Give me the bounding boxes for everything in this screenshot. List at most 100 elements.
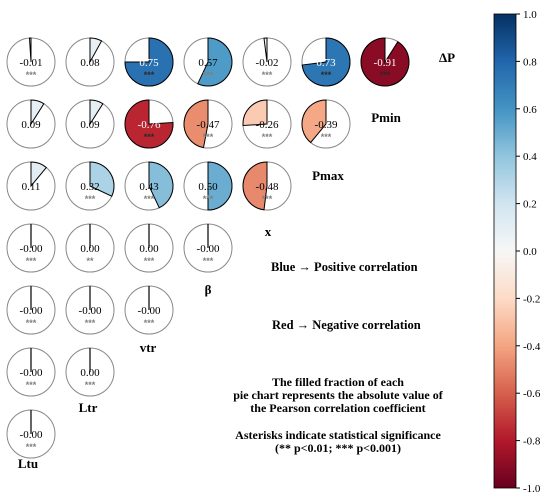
pie-cell: -0.00*** (6, 223, 56, 273)
pie-value-label: -0.76 (138, 119, 161, 131)
variable-label: x (265, 224, 272, 239)
colorbar-tick-label: 0.8 (523, 56, 537, 68)
note-line-5: (** p<0.01; *** p<0.001) (275, 441, 401, 455)
pie-cell: 0.57*** (183, 37, 233, 87)
colorbar: 1.0 0.8 0.6 0.4 0.2 0.0 -0.2 -0.4 -0.6 -0.8 -1.0 (493, 9, 541, 495)
note-line-4: Asterisks indicate statistical significa… (235, 428, 441, 442)
colorbar-tick-label: -0.4 (523, 341, 541, 353)
pie-cell: 0.00*** (124, 223, 174, 273)
pie-cell: -0.91*** (360, 37, 410, 87)
pie-value-label: 0.08 (80, 57, 100, 69)
pie-slice (207, 161, 233, 211)
significance-stars: *** (380, 70, 391, 80)
variable-label: Ltr (79, 400, 98, 415)
pie-cell: -0.39*** (301, 99, 351, 149)
pie-slice (89, 99, 104, 126)
pie-cell: 0.32*** (65, 161, 115, 211)
significance-stars: ** (86, 256, 94, 266)
pie-value-label: -0.39 (315, 119, 338, 131)
colorbar-tick-label: 0.2 (523, 199, 537, 211)
pie-cell: 0.50*** (183, 161, 233, 211)
significance-stars: *** (203, 70, 214, 80)
pie-value-label: 0.00 (80, 243, 100, 255)
pie-slice (197, 37, 233, 87)
pie-value-label: 0.09 (80, 119, 100, 131)
colorbar-tick-label: -0.2 (523, 293, 540, 305)
pie-value-label: 0.00 (80, 367, 100, 379)
pie-slice (360, 37, 410, 87)
significance-stars: *** (26, 70, 37, 80)
pie-cell: 0.09 (65, 99, 115, 149)
pie-cell: 0.43*** (124, 161, 174, 211)
pie-value-label: 0.09 (21, 119, 41, 131)
colorbar-tick-label: -1.0 (523, 483, 541, 495)
pie-cell: 0.09 (6, 99, 56, 149)
significance-stars: *** (144, 318, 155, 328)
significance-stars: *** (203, 194, 214, 204)
pie-cell: -0.00*** (6, 285, 56, 335)
pie-cell: 0.00** (65, 223, 115, 273)
pie-cell: -0.01*** (6, 37, 56, 87)
note-line-2: pie chart represents the absolute value … (233, 388, 444, 402)
significance-stars: *** (85, 194, 96, 204)
pie-cell: -0.00*** (124, 285, 174, 335)
pie-value-label: -0.02 (256, 57, 279, 69)
significance-stars: *** (26, 380, 37, 390)
significance-stars: *** (26, 318, 37, 328)
significance-stars: *** (321, 132, 332, 142)
pie-grid: -0.01***0.08 0.75***0.57***-0.02***0.73**… (6, 37, 410, 459)
pie-value-label: -0.00 (20, 305, 43, 317)
pie-slice (183, 99, 209, 149)
pie-value-label: -0.26 (256, 119, 279, 131)
pie-slice (30, 99, 45, 126)
pie-cell: 0.08 (65, 37, 115, 87)
significance-stars: *** (203, 132, 214, 142)
pie-slice (89, 37, 103, 63)
pie-value-label: -0.00 (20, 367, 43, 379)
pie-value-label: -0.91 (374, 57, 397, 69)
pie-slice (30, 161, 48, 188)
pie-cell: 0.00*** (65, 347, 115, 397)
colorbar-ticks: 1.0 0.8 0.6 0.4 0.2 0.0 -0.2 -0.4 -0.6 -0.8 -1.0 (516, 9, 541, 495)
significance-stars: *** (144, 70, 155, 80)
colorbar-scale (493, 13, 517, 489)
variable-label: Pmax (312, 168, 344, 183)
pie-cell: -0.00*** (65, 285, 115, 335)
pie-cell: -0.00*** (183, 223, 233, 273)
pie-value-label: -0.48 (256, 181, 279, 193)
pie-value-label: -0.00 (138, 305, 161, 317)
pie-value-label: -0.00 (197, 243, 220, 255)
pie-cell: 0.75*** (124, 37, 174, 87)
pie-value-label: 0.73 (316, 57, 336, 69)
pie-value-label: -0.00 (79, 305, 102, 317)
legend-negative: Red → Negative correlation (272, 318, 421, 332)
pie-value-label: 0.32 (80, 181, 99, 193)
note-line-1: The filled fraction of each (272, 375, 404, 389)
variable-label: Ltu (18, 456, 38, 471)
pie-slice (301, 37, 351, 87)
pie-slice (28, 37, 32, 63)
pie-cell: -0.02*** (242, 37, 292, 87)
colorbar-tick-label: 0.0 (523, 246, 537, 258)
pie-slice (89, 161, 115, 197)
pie-value-label: -0.00 (20, 243, 43, 255)
colorbar-tick-label: 0.6 (523, 104, 537, 116)
pie-value-label: 0.75 (139, 57, 159, 69)
significance-stars: *** (262, 132, 273, 142)
colorbar-tick-label: -0.8 (523, 436, 541, 448)
pie-value-label: -0.00 (20, 429, 43, 441)
colorbar-tick-label: -0.6 (523, 388, 541, 400)
pie-cell: 0.11 (6, 161, 56, 211)
pie-cell: -0.48*** (242, 161, 292, 211)
significance-stars: *** (203, 256, 214, 266)
significance-stars: *** (85, 318, 96, 328)
pie-cell: 0.73*** (301, 37, 351, 87)
variable-label: β (205, 282, 212, 297)
pie-value-label: -0.01 (20, 57, 43, 69)
pie-slice (301, 99, 327, 144)
variable-label: ΔP (439, 50, 455, 65)
pie-value-label: 0.57 (198, 57, 218, 69)
significance-stars: *** (321, 70, 332, 80)
variable-label: vtr (140, 340, 157, 355)
